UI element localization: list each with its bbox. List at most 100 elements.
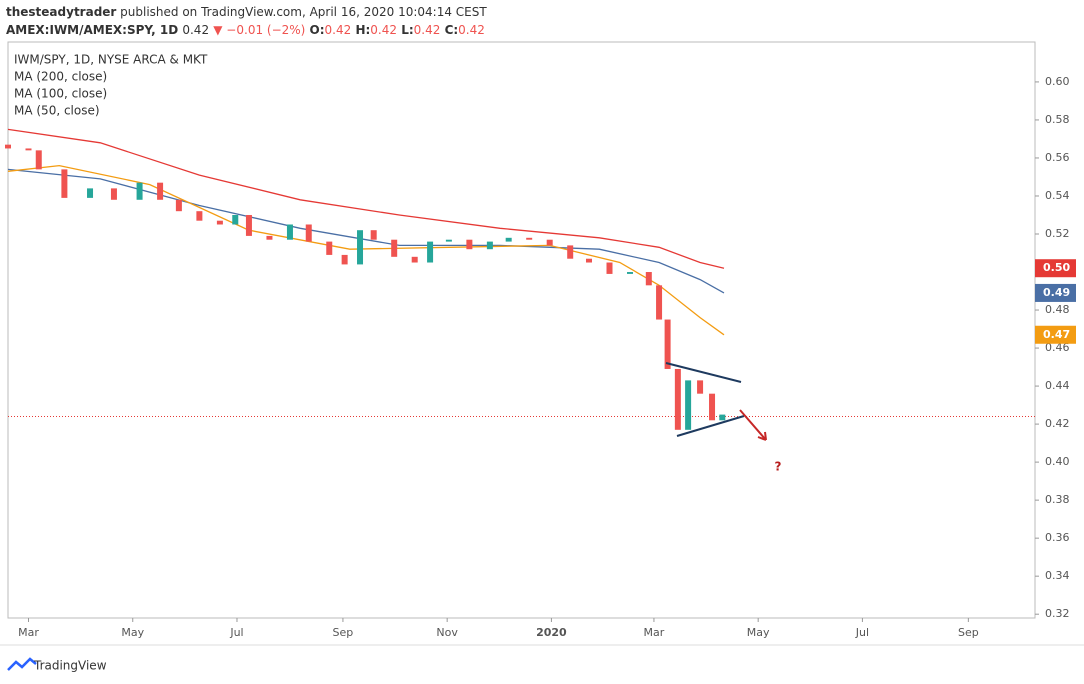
candle [627,272,634,274]
ohlc-key: H: [355,23,370,37]
candle [445,239,452,242]
candle [606,262,613,274]
candle [61,169,68,198]
trend-line [665,362,742,383]
candle [645,272,652,286]
legend-entry: MA (100, close) [14,87,107,101]
y-tick-label: 0.60 [1045,75,1070,88]
candle [526,237,533,240]
ohlc-value: 0.42 [370,23,397,37]
candle [341,254,348,265]
y-tick-label: 0.48 [1045,303,1070,316]
candle [87,188,94,198]
annotation: ? [775,460,782,474]
candle [719,414,726,421]
ohlc-key: O: [310,23,325,37]
x-tick-label: 2020 [536,626,567,639]
candle [157,182,164,200]
candle [326,241,333,255]
arrow [739,409,767,441]
price-badge [1035,325,1076,344]
candle [411,256,418,263]
author: thesteadytrader [6,5,116,19]
symbol: AMEX:IWM/AMEX:SPY, 1D [6,23,178,37]
x-tick-label: Jul [855,626,869,639]
candle [35,150,42,170]
x-tick-label: Mar [644,626,665,639]
price-badge-label: 0.50 [1043,261,1070,274]
price-badge-label: 0.49 [1043,286,1070,299]
ma-line [7,128,725,269]
candle [546,239,553,246]
ma-line [7,168,725,294]
candle [697,380,704,394]
legend-entry: MA (50, close) [14,104,100,118]
candle [585,258,592,263]
y-tick-label: 0.54 [1045,189,1070,202]
ohlc-value: 0.42 [458,23,485,37]
x-tick-label: May [747,626,770,639]
ohlc-value: 0.42 [414,23,441,37]
candle [25,148,32,151]
x-tick-label: Nov [436,626,458,639]
candle [567,245,574,259]
y-tick-label: 0.46 [1045,341,1070,354]
candle [175,199,182,212]
x-tick-label: Sep [958,626,979,639]
price-badge [1035,259,1076,278]
y-tick-label: 0.52 [1045,227,1070,240]
ohlc-value: 0.42 [325,23,352,37]
y-tick-label: 0.36 [1045,531,1070,544]
plot [5,128,1035,430]
y-tick-label: 0.38 [1045,493,1070,506]
x-tick-label: Jul [229,626,243,639]
ohlc-key: C: [445,23,459,37]
candle [110,188,117,200]
y-tick-label: 0.58 [1045,113,1070,126]
change: ▼ −0.01 (−2%) [213,23,305,37]
y-tick-label: 0.44 [1045,379,1070,392]
candle [709,393,716,421]
y-tick-label: 0.34 [1045,569,1070,582]
trend-line [676,415,745,437]
candle [486,241,493,250]
footer: TradingView [33,659,107,673]
candle [245,214,252,236]
candle [466,239,473,250]
candle [656,285,663,320]
candle [5,144,11,149]
candle [136,182,143,200]
legend-title: IWM/SPY, 1D, NYSE ARCA & MKT [14,53,208,67]
candle [427,241,434,263]
candle [664,319,671,369]
candle [266,235,273,240]
logo [7,657,37,671]
y-tick-label: 0.56 [1045,151,1070,164]
candle [232,214,239,225]
candle [286,224,293,240]
x-tick-label: Sep [333,626,354,639]
candle [305,224,312,242]
ohlc-key: L: [401,23,413,37]
price: 0.42 [182,23,209,37]
candle [505,237,512,242]
legend-entry: MA (200, close) [14,70,107,84]
ma-line [7,164,725,336]
candle [391,239,398,257]
candle [196,211,203,221]
candle [357,230,364,265]
header-line-2: AMEX:IWM/AMEX:SPY, 1D 0.42 ▼ −0.01 (−2%)… [6,23,485,37]
candle [685,380,692,430]
y-tick-label: 0.40 [1045,455,1070,468]
candle [674,368,681,430]
x-tick-label: Mar [18,626,39,639]
published: published on TradingView.com, April 16, … [116,5,487,19]
y-tick-label: 0.32 [1045,607,1070,620]
y-tick-label: 0.42 [1045,417,1070,430]
price-badge-label: 0.47 [1043,328,1070,341]
candle [216,220,223,225]
price-badge [1035,283,1076,302]
header-line-1: thesteadytrader published on TradingView… [6,5,487,19]
